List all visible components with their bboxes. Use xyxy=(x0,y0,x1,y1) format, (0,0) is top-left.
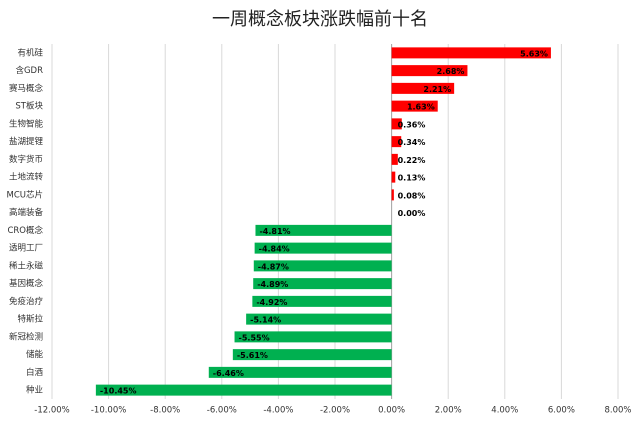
value-label: 0.00% xyxy=(398,209,426,218)
x-tick-label: 4.00% xyxy=(491,406,518,416)
y-tick-label: 种业 xyxy=(26,385,43,396)
value-label: -4.87% xyxy=(258,262,289,271)
bar xyxy=(391,189,394,201)
bar xyxy=(391,171,396,183)
value-label: -4.92% xyxy=(256,298,287,307)
bar xyxy=(391,136,402,148)
bar xyxy=(252,295,392,307)
value-label: -5.61% xyxy=(237,351,268,360)
value-label: -6.46% xyxy=(213,369,244,378)
x-tick-label: 6.00% xyxy=(548,406,575,416)
x-tick-label: 2.00% xyxy=(435,406,462,416)
x-tick-label: 0.00% xyxy=(378,406,405,416)
bar xyxy=(391,153,398,165)
y-tick-label: 储能 xyxy=(26,349,44,360)
value-label: -4.81% xyxy=(259,227,290,236)
x-tick-label: -12.00% xyxy=(34,406,69,416)
value-label: 0.08% xyxy=(398,191,426,200)
bar xyxy=(391,118,402,130)
y-tick-label: CRO概念 xyxy=(7,225,43,236)
value-label: 0.34% xyxy=(398,138,426,147)
bar xyxy=(234,331,392,343)
y-tick-label: 赛马概念 xyxy=(9,83,44,94)
value-label: 2.21% xyxy=(423,85,451,94)
bar xyxy=(208,366,392,378)
y-tick-label: 数字货币 xyxy=(9,154,43,165)
y-tick-label: ST板块 xyxy=(15,101,43,112)
value-label: -10.45% xyxy=(100,387,137,396)
chart-title: 一周概念板块涨跌幅前十名 xyxy=(212,8,428,30)
value-label: 5.63% xyxy=(520,49,548,58)
bar xyxy=(246,313,392,325)
x-tick-label: -8.00% xyxy=(150,406,180,416)
y-tick-label: 高端装备 xyxy=(9,207,44,218)
x-tick-label: -6.00% xyxy=(207,406,237,416)
y-tick-label: 基因概念 xyxy=(9,278,44,289)
value-label: 2.68% xyxy=(437,67,465,76)
bar xyxy=(255,224,392,236)
bar xyxy=(391,65,468,77)
x-tick-label: -4.00% xyxy=(263,406,293,416)
y-tick-label: 特斯拉 xyxy=(17,314,43,325)
value-label: -5.55% xyxy=(239,333,270,342)
y-tick-label: MCU芯片 xyxy=(7,189,44,200)
y-tick-label: 稀土永磁 xyxy=(9,260,44,271)
y-tick-label: 白酒 xyxy=(26,367,44,378)
x-tick-label: -10.00% xyxy=(91,406,126,416)
value-label: -4.84% xyxy=(259,245,290,254)
y-tick-label: 盐湖提锂 xyxy=(9,136,44,147)
bar xyxy=(391,82,455,94)
value-label: -5.14% xyxy=(250,316,281,325)
x-tick-label: 8.00% xyxy=(604,406,631,416)
y-tick-label: 生物智能 xyxy=(9,118,44,129)
y-tick-label: 有机硅 xyxy=(17,47,43,58)
y-tick-label: 含GDR xyxy=(15,65,43,76)
y-tick-label: 透明工厂 xyxy=(9,243,43,254)
bar xyxy=(391,100,438,112)
y-tick-label: 免疫治疗 xyxy=(9,296,44,307)
y-tick-label: 土地流转 xyxy=(9,172,44,183)
value-label: 0.13% xyxy=(398,174,426,183)
value-label: -4.89% xyxy=(257,280,288,289)
bar xyxy=(253,260,392,272)
value-label: 0.36% xyxy=(398,120,426,129)
y-tick-label: 新冠检测 xyxy=(9,331,43,342)
x-tick-label: -2.00% xyxy=(320,406,350,416)
bar xyxy=(254,242,392,254)
bar xyxy=(232,349,392,361)
bar xyxy=(253,278,392,290)
bar xyxy=(95,384,392,396)
value-label: 0.22% xyxy=(398,156,426,165)
value-label: 1.63% xyxy=(407,103,435,112)
bar xyxy=(391,47,551,59)
